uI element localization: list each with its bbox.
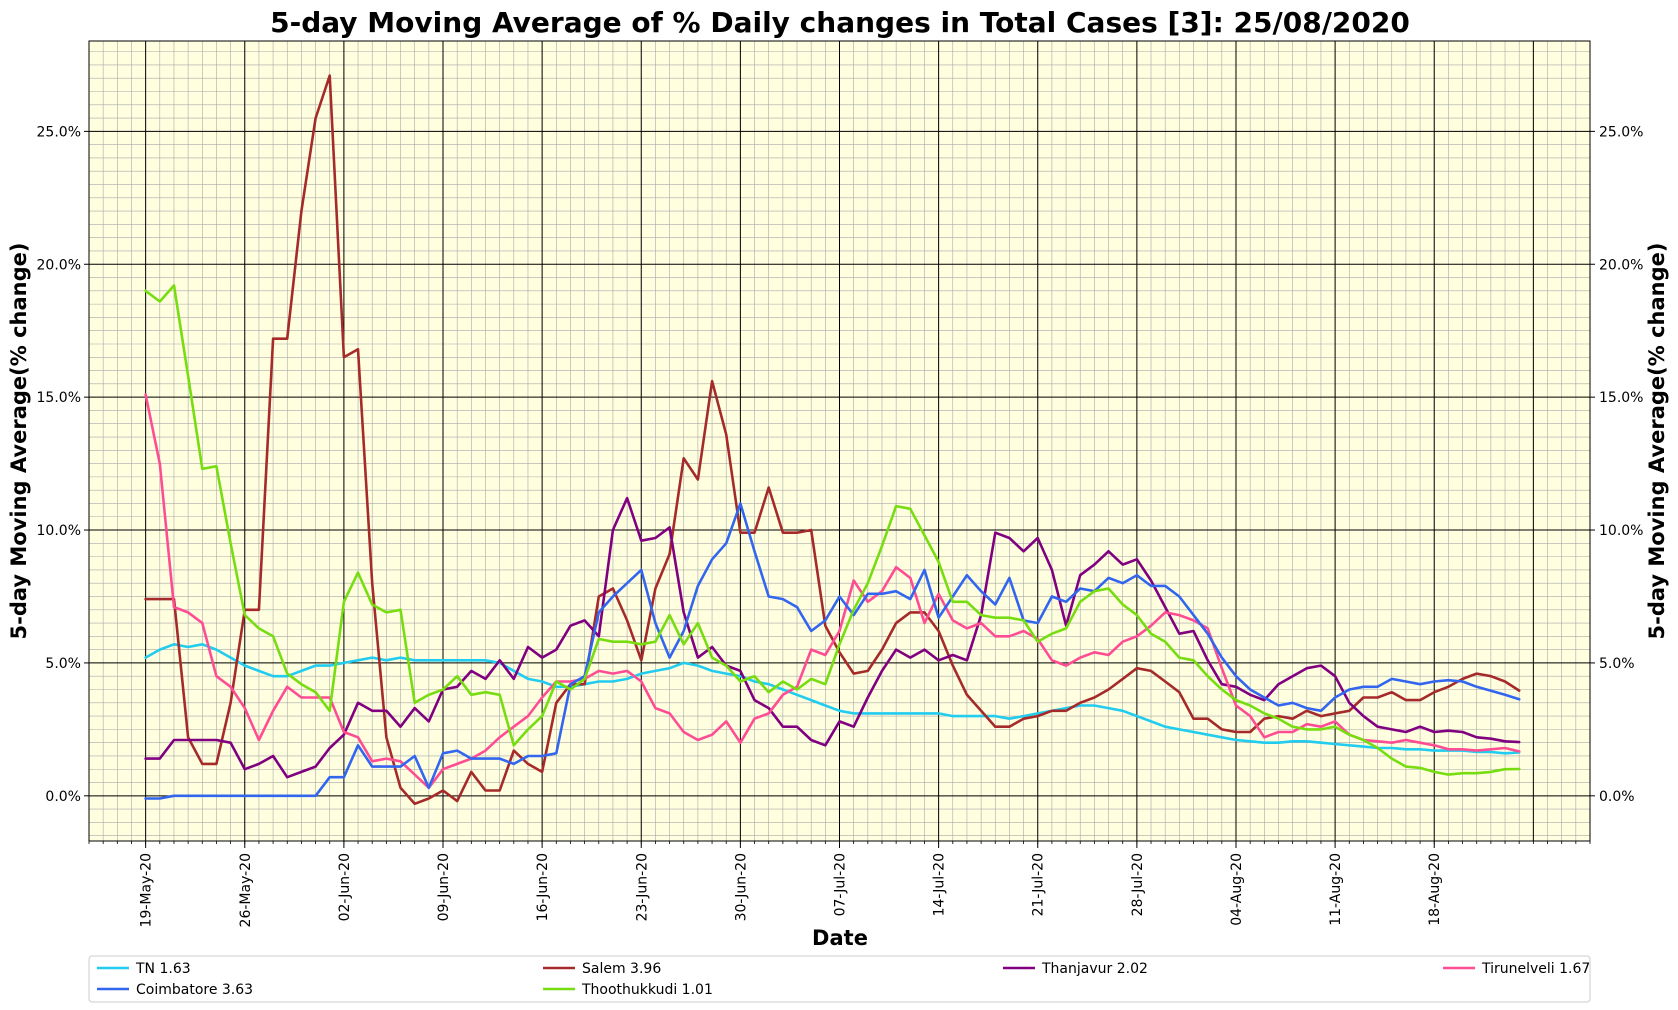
x-tick-label: 16-Jun-20 — [535, 853, 551, 921]
series-line-0 — [144, 642, 1521, 755]
legend-label-4: Coimbatore 3.63 — [136, 982, 253, 998]
legend: TN 1.63 Coimbatore 3.63 Salem 3.96 Thoothuk… — [88, 955, 1591, 1003]
y-axis-right: 0.0% 5.0% 10.0% 15.0% 20.0% 25.0% — [1590, 124, 1643, 805]
legend-label-0: TN 1.63 — [135, 961, 191, 977]
y-tick-label-left: 0.0% — [45, 789, 81, 805]
series-line-1 — [144, 74, 1521, 806]
y-tick-label-right: 15.0% — [1599, 390, 1643, 406]
legend-box — [88, 955, 1591, 1003]
x-tick-label: 30-Jun-20 — [733, 853, 749, 921]
chart-title: 5-day Moving Average of % Daily changes … — [270, 6, 1410, 39]
y-axis-label-left: 5-day Moving Average(% change) — [7, 243, 31, 640]
series-line-4 — [144, 502, 1521, 800]
x-tick-label: 23-Jun-20 — [634, 853, 650, 921]
y-tick-label-right: 10.0% — [1599, 523, 1643, 539]
y-tick-label-left: 5.0% — [45, 656, 81, 672]
series-lines — [144, 74, 1521, 806]
x-tick-label: 28-Jul-20 — [1130, 853, 1146, 916]
x-axis-label: Date — [812, 926, 868, 950]
x-tick-label: 07-Jul-20 — [833, 853, 849, 916]
y-tick-label-left: 20.0% — [37, 257, 81, 273]
x-tick-label: 09-Jun-20 — [436, 853, 452, 921]
y-tick-label-left: 10.0% — [37, 523, 81, 539]
series-line-5 — [144, 284, 1521, 776]
y-tick-label-right: 5.0% — [1599, 656, 1635, 672]
y-tick-label-right: 20.0% — [1599, 257, 1643, 273]
y-tick-label-right: 25.0% — [1599, 124, 1643, 140]
x-tick-label: 11-Aug-20 — [1328, 853, 1344, 926]
series-line-3 — [144, 393, 1521, 790]
y-axis-label-right: 5-day Moving Average(% change) — [1645, 243, 1669, 640]
y-tick-label-left: 25.0% — [37, 124, 81, 140]
y-axis-left: 0.0% 5.0% 10.0% 15.0% 20.0% 25.0% — [37, 124, 89, 805]
x-axis: 19-May-20 26-May-20 02-Jun-20 09-Jun-20 16-J… — [88, 841, 1591, 927]
legend-label-2: Thanjavur 2.02 — [1041, 961, 1148, 977]
x-tick-label: 14-Jul-20 — [932, 853, 948, 916]
legend-label-1: Salem 3.96 — [582, 961, 661, 977]
x-tick-label: 26-May-20 — [238, 853, 254, 927]
x-tick-label: 02-Jun-20 — [337, 853, 353, 921]
x-tick-label: 18-Aug-20 — [1427, 853, 1443, 926]
x-tick-label: 21-Jul-20 — [1031, 853, 1047, 916]
x-tick-label: 04-Aug-20 — [1229, 853, 1245, 926]
series-line-2 — [144, 496, 1521, 779]
x-tick-label: 19-May-20 — [139, 853, 155, 927]
legend-label-3: Tirunelveli 1.67 — [1481, 961, 1590, 977]
y-tick-label-right: 0.0% — [1599, 789, 1635, 805]
y-tick-label-left: 15.0% — [37, 390, 81, 406]
legend-label-5: Thoothukkudi 1.01 — [581, 982, 713, 998]
